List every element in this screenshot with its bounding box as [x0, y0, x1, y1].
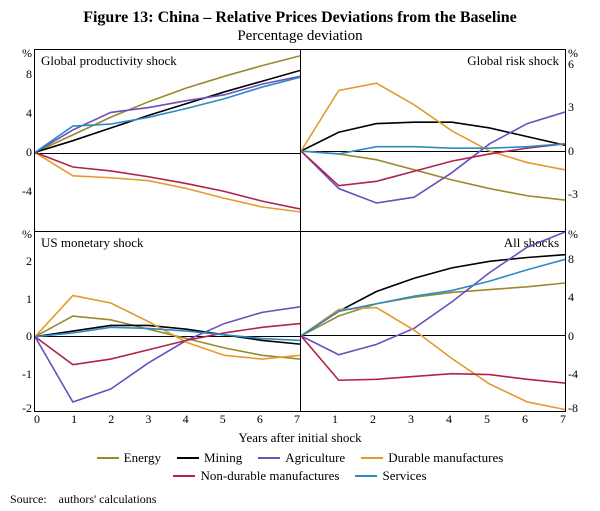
chart-area: % 8 4 0 -4 Global productivity shock Global …	[10, 49, 590, 490]
y-tick: 4	[568, 291, 574, 303]
legend-label: Non-durable manufactures	[200, 468, 339, 484]
y-tick: 0	[568, 330, 574, 342]
x-tick: 5	[484, 412, 490, 430]
legend-swatch	[177, 457, 199, 459]
plot-svg	[301, 232, 565, 411]
panel-all: All shocks	[300, 231, 566, 412]
y-tick: 0	[26, 146, 32, 158]
y-tick: %	[568, 228, 578, 240]
legend-label: Services	[382, 468, 426, 484]
y-tick: 0	[568, 145, 574, 157]
figure-subtitle: Percentage deviation	[10, 27, 590, 45]
legend-label: Energy	[124, 450, 161, 466]
legend: Energy Mining Agriculture Durable manufactu…	[10, 450, 590, 484]
y-axis-monetary: % 2 1 0 -1 -2	[10, 231, 34, 412]
y-axis-all: % 8 4 0 -4 -8	[566, 231, 590, 412]
series-agriculture	[301, 112, 565, 203]
y-tick: %	[22, 228, 32, 240]
panel-productivity: Global productivity shock	[34, 49, 300, 230]
y-tick: -3	[568, 188, 578, 200]
series-durables	[301, 83, 565, 170]
plot-svg	[35, 232, 300, 411]
x-tick: 2	[108, 412, 114, 430]
legend-label: Mining	[204, 450, 242, 466]
series-energy	[301, 151, 565, 200]
x-tick: 0	[34, 412, 40, 430]
legend-item-energy: Energy	[97, 450, 161, 466]
x-tick: 6	[522, 412, 528, 430]
x-tick: 1	[332, 412, 338, 430]
y-axis-productivity: % 8 4 0 -4	[10, 49, 34, 230]
figure-title: Figure 13: China – Relative Prices Devia…	[10, 8, 590, 27]
y-tick: 8	[568, 253, 574, 265]
series-nondurables	[301, 144, 565, 186]
x-tick: 6	[257, 412, 263, 430]
y-tick: -2	[22, 402, 32, 414]
series-durables	[301, 307, 565, 409]
panel-grid: % 8 4 0 -4 Global productivity shock Global …	[10, 49, 590, 430]
x-tick: 3	[408, 412, 414, 430]
legend-item-agriculture: Agriculture	[258, 450, 345, 466]
panel-monetary: US monetary shock	[34, 231, 300, 412]
x-tick: 4	[183, 412, 189, 430]
plot-svg	[35, 50, 300, 230]
legend-swatch	[258, 457, 280, 459]
y-tick: 2	[26, 255, 32, 267]
series-mining	[35, 71, 300, 153]
y-tick: -4	[568, 368, 578, 380]
series-durables	[35, 153, 300, 212]
plot-svg	[301, 50, 565, 230]
legend-item-nondurables: Non-durable manufactures	[173, 468, 339, 484]
x-tick: 2	[370, 412, 376, 430]
legend-item-services: Services	[355, 468, 426, 484]
y-tick: 8	[26, 68, 32, 80]
legend-swatch	[361, 457, 383, 459]
x-axis-label: Years after initial shock	[10, 430, 590, 446]
series-services	[301, 259, 565, 335]
x-tick: 1	[71, 412, 77, 430]
panel-risk: Global risk shock	[300, 49, 566, 230]
series-services	[35, 78, 300, 153]
y-tick: 6	[568, 58, 574, 70]
legend-swatch	[355, 475, 377, 477]
figure-container: Figure 13: China – Relative Prices Devia…	[0, 0, 600, 511]
y-tick: -8	[568, 402, 578, 414]
series-nondurables	[301, 335, 565, 382]
y-tick: 1	[26, 293, 32, 305]
y-tick: %	[22, 47, 32, 59]
legend-swatch	[173, 475, 195, 477]
x-tick: 4	[446, 412, 452, 430]
x-tick: 5	[220, 412, 226, 430]
y-axis-risk: %630-3	[566, 49, 590, 230]
x-tick: 3	[145, 412, 151, 430]
legend-item-durables: Durable manufactures	[361, 450, 503, 466]
source-note: Source: authors' calculations	[10, 492, 590, 507]
x-axis-ticks: 01234567 1234567	[34, 412, 566, 430]
legend-label: Durable manufactures	[388, 450, 503, 466]
y-tick: 4	[26, 107, 32, 119]
legend-swatch	[97, 457, 119, 459]
y-tick: -4	[22, 185, 32, 197]
y-tick: -1	[22, 368, 32, 380]
legend-item-mining: Mining	[177, 450, 242, 466]
legend-label: Agriculture	[285, 450, 345, 466]
y-tick: 3	[568, 101, 574, 113]
y-tick: 0	[26, 330, 32, 342]
series-nondurables	[35, 153, 300, 210]
